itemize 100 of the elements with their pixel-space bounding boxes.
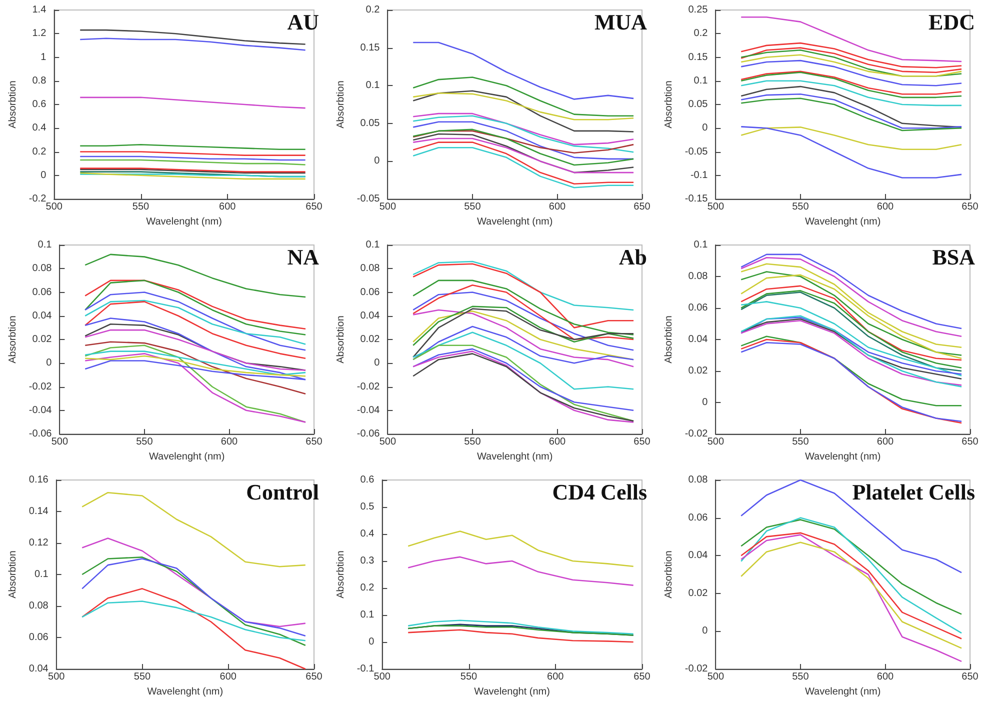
x-tick-label: 500 bbox=[379, 202, 396, 212]
y-tick-label: 0.16 bbox=[28, 474, 49, 486]
y-axis-title: Absorbtion bbox=[8, 316, 18, 364]
x-tick-label: 650 bbox=[634, 202, 651, 212]
y-tick-label: -0.1 bbox=[356, 664, 375, 674]
line-series bbox=[412, 292, 634, 351]
x-tick-label: 550 bbox=[792, 672, 810, 682]
y-tick-label: 0.08 bbox=[28, 600, 49, 612]
y-tick-label: -0.04 bbox=[356, 404, 380, 416]
chart-title: EDC bbox=[928, 10, 976, 34]
x-tick-label: 650 bbox=[962, 436, 979, 448]
y-tick-label: -0.02 bbox=[28, 381, 52, 392]
y-tick-label: -0.06 bbox=[28, 428, 52, 440]
line-series bbox=[740, 126, 962, 178]
x-axis-title: Wavelenght (nm) bbox=[804, 451, 881, 462]
line-series bbox=[740, 517, 962, 634]
y-tick-label: 0.8 bbox=[32, 75, 47, 86]
line-series bbox=[412, 326, 634, 364]
x-axis-title: Wavelenght (nm) bbox=[474, 686, 550, 698]
y-tick-label: 0.06 bbox=[360, 286, 380, 298]
line-series bbox=[81, 600, 306, 642]
y-tick-label: 0 bbox=[46, 358, 52, 369]
x-tick-label: 500 bbox=[48, 672, 66, 682]
line-series bbox=[412, 115, 634, 153]
y-tick-label: 0.2 bbox=[366, 4, 380, 16]
x-tick-label: 550 bbox=[792, 202, 810, 212]
x-tick-label: 550 bbox=[464, 436, 482, 448]
y-axis-title: Absorbtion bbox=[336, 550, 346, 598]
x-tick-label: 600 bbox=[876, 202, 894, 212]
x-tick-label: 650 bbox=[634, 672, 651, 682]
chart-title: Control bbox=[246, 480, 320, 504]
chart-title: BSA bbox=[932, 244, 976, 270]
x-tick-label: 600 bbox=[220, 672, 237, 682]
line-series bbox=[79, 38, 306, 51]
y-tick-label: 0.06 bbox=[32, 286, 52, 298]
y-tick-label: 0.08 bbox=[688, 474, 708, 486]
line-series bbox=[740, 301, 962, 376]
chart-title: NA bbox=[287, 244, 320, 270]
x-axis-title: Wavelenght (nm) bbox=[804, 216, 881, 228]
x-tick-label: 500 bbox=[707, 436, 724, 448]
y-tick-label: 1 bbox=[40, 52, 47, 63]
y-tick-label: 0 bbox=[368, 636, 375, 648]
x-tick-label: 600 bbox=[876, 436, 894, 448]
line-series bbox=[79, 96, 306, 109]
line-series bbox=[740, 80, 962, 106]
y-tick-label: 0.02 bbox=[688, 588, 708, 599]
y-tick-label: 0.1 bbox=[366, 80, 380, 92]
y-tick-label: 0.2 bbox=[32, 146, 47, 158]
y-tick-label: 0.08 bbox=[688, 271, 708, 282]
x-tick-label: 500 bbox=[374, 672, 391, 682]
y-tick-label: -0.1 bbox=[690, 170, 708, 181]
x-tick-label: 650 bbox=[306, 672, 323, 682]
line-series bbox=[407, 629, 634, 643]
y-tick-label: 0.4 bbox=[360, 528, 375, 540]
x-axis-title: Wavelenght (nm) bbox=[476, 216, 553, 228]
x-tick-label: 550 bbox=[136, 436, 154, 448]
y-tick-label: 0.1 bbox=[34, 569, 49, 580]
y-axis-title: Absorbtion bbox=[664, 550, 674, 598]
line-series bbox=[79, 29, 306, 45]
line-series bbox=[412, 263, 634, 328]
x-tick-label: 600 bbox=[548, 436, 566, 448]
y-tick-label: 0.3 bbox=[360, 556, 375, 566]
y-tick-label: 0.5 bbox=[360, 502, 375, 512]
y-tick-label: 0 bbox=[374, 358, 380, 369]
y-axis-title: Absorbtion bbox=[8, 550, 18, 598]
y-tick-label: 0.4 bbox=[32, 122, 47, 134]
y-tick-label: 0.06 bbox=[688, 302, 708, 314]
x-tick-label: 500 bbox=[707, 202, 724, 212]
y-tick-label: 0.05 bbox=[360, 118, 380, 129]
line-series bbox=[412, 128, 634, 166]
x-tick-label: 600 bbox=[220, 436, 238, 448]
y-tick-label: 0.2 bbox=[694, 28, 708, 40]
line-series bbox=[84, 301, 306, 360]
y-tick-label: 0.06 bbox=[28, 632, 49, 643]
x-tick-label: 650 bbox=[962, 202, 979, 212]
y-axis-title: Absorbtion bbox=[8, 80, 18, 128]
y-tick-label: 0.04 bbox=[688, 334, 708, 345]
line-series bbox=[412, 42, 634, 100]
line-series bbox=[412, 332, 634, 390]
y-tick-label: -0.06 bbox=[356, 428, 380, 440]
chart-title: MUA bbox=[594, 10, 648, 34]
y-tick-label: 0.6 bbox=[360, 474, 375, 486]
y-tick-label: -0.04 bbox=[28, 404, 52, 416]
x-tick-label: 650 bbox=[634, 436, 651, 448]
x-axis-title: Wavelenght (nm) bbox=[804, 686, 881, 698]
x-axis-title: Wavelenght (nm) bbox=[476, 451, 553, 462]
x-tick-label: 600 bbox=[547, 672, 564, 682]
x-tick-label: 650 bbox=[962, 672, 979, 682]
line-series bbox=[84, 300, 306, 345]
y-tick-label: -0.2 bbox=[28, 194, 47, 204]
y-tick-label: 1.4 bbox=[32, 4, 47, 16]
y-tick-label: 0.15 bbox=[360, 42, 380, 54]
line-series bbox=[740, 60, 962, 86]
line-series bbox=[740, 126, 962, 150]
y-tick-label: 0.1 bbox=[38, 240, 52, 250]
x-tick-label: 550 bbox=[460, 672, 478, 682]
line-series bbox=[81, 588, 306, 670]
y-tick-label: -0.02 bbox=[684, 428, 708, 440]
x-tick-label: 600 bbox=[548, 202, 566, 212]
y-tick-label: 0 bbox=[702, 397, 708, 408]
